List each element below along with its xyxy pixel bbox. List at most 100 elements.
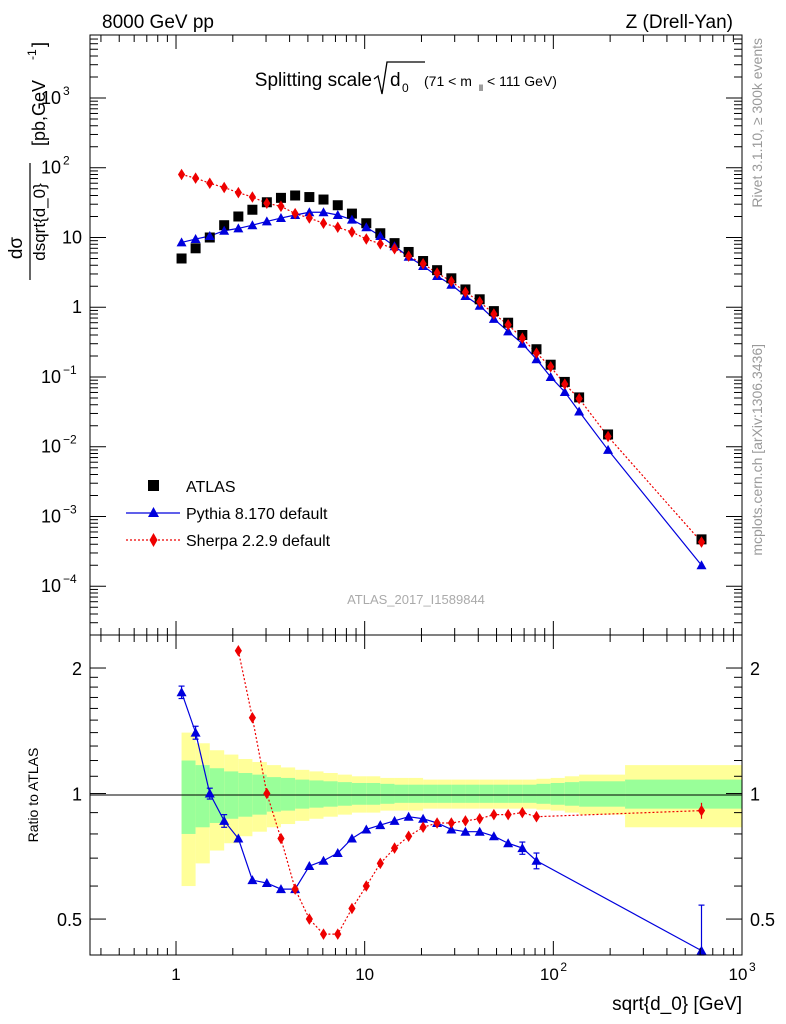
ratio-sherpa-point <box>348 902 356 915</box>
band-inner-segment <box>209 768 225 823</box>
main-sherpa-point <box>277 200 285 213</box>
ratio-pythia-point <box>261 878 272 888</box>
ratio-sherpa-point <box>263 787 271 800</box>
title-range-open: (71 < m <box>424 73 472 89</box>
band-inner-segment <box>465 784 480 803</box>
main-y-tick-label: 10 <box>41 367 61 387</box>
band-inner-segment <box>366 782 381 805</box>
ratio-y-tick-label-left: 2 <box>72 659 82 679</box>
band-inner-segment <box>380 783 395 804</box>
ratio-sherpa-point <box>390 842 399 854</box>
ratio-pythia-point <box>233 833 244 843</box>
main-pythia-point <box>574 406 585 416</box>
main-pythia-point <box>332 210 343 220</box>
main-atlas-point <box>247 204 258 215</box>
band-inner-segment <box>579 781 626 807</box>
ratio-sherpa-point <box>490 808 498 821</box>
legend-label-pythia: Pythia 8.170 default <box>186 506 328 523</box>
main-atlas-point <box>233 211 244 222</box>
main-sherpa-point <box>697 536 706 548</box>
x-tick-label: 10 <box>540 965 559 984</box>
main-y-tick-label: 10 <box>41 88 61 108</box>
main-sherpa-point <box>518 332 526 344</box>
main-sherpa-point <box>476 295 484 308</box>
main-atlas-point <box>290 190 301 201</box>
ratio-y-tick-label-left: 0.5 <box>57 910 82 930</box>
process-label: Z (Drell-Yan) <box>626 12 733 33</box>
ratio-sherpa-point <box>277 832 285 845</box>
main-atlas-point <box>190 243 201 254</box>
band-inner-segment <box>564 782 580 806</box>
analysis-watermark: ATLAS_2017_I1589844 <box>347 592 485 607</box>
ratio-pythia-point <box>418 813 429 823</box>
ratio-pythia-point <box>275 884 286 894</box>
main-sherpa-point <box>390 242 399 255</box>
main-sherpa-point <box>575 392 583 405</box>
band-inner-segment <box>266 777 281 812</box>
ratio-sherpa-point <box>461 815 470 827</box>
ratio-sherpa-point <box>532 810 541 823</box>
ratio-pythia-point <box>503 838 514 848</box>
ratio-y-axis-label: Ratio to ATLAS <box>25 748 41 843</box>
main-y-tick-label: 1 <box>72 297 82 317</box>
ratio-y-tick-label-right: 1 <box>750 785 760 805</box>
sqrt-sign <box>373 61 425 95</box>
main-sherpa-point <box>220 181 228 194</box>
main-y-tick-label-exponent: −3 <box>63 502 77 516</box>
main-sherpa-point <box>291 207 299 220</box>
ratio-panel-ticks: 1 10 10 2 10 32 21 10.5 0.5 <box>57 635 775 984</box>
ratio-pythia-point <box>318 855 329 865</box>
ratio-pythia-point <box>346 833 357 843</box>
band-inner-segment <box>408 784 424 803</box>
ratio-sherpa-point <box>305 913 313 925</box>
main-atlas-point <box>346 208 357 219</box>
main-y-tick-label-exponent: 3 <box>63 84 70 98</box>
ratio-pythia-point <box>332 848 343 858</box>
main-sherpa-point <box>177 168 186 181</box>
main-y-tick-label-exponent: −2 <box>63 433 77 447</box>
main-sherpa-point <box>362 233 370 245</box>
band-inner-segment <box>394 784 409 803</box>
main-sherpa-point <box>206 177 214 189</box>
ratio-pythia-point <box>190 727 201 737</box>
ratio-sherpa-point <box>419 821 427 834</box>
band-inner-segment <box>181 760 196 834</box>
band-inner-segment <box>323 781 338 807</box>
main-pythia-point <box>261 216 272 226</box>
band-inner-segment <box>508 784 523 803</box>
main-sherpa-point <box>433 267 441 279</box>
main-y-tick-label-exponent: −4 <box>63 572 77 586</box>
main-sherpa-point <box>604 430 612 443</box>
x-tick-label: 10 <box>729 965 748 984</box>
main-pythia-point <box>361 222 372 232</box>
ratio-pythia-point <box>403 811 414 821</box>
main-atlas-point <box>332 200 343 211</box>
band-inner-segment <box>493 784 509 803</box>
x-tick-label-exponent: 3 <box>749 960 756 974</box>
ratio-pythia-point <box>696 945 707 955</box>
ylabel-numerator: dσ <box>6 237 27 260</box>
main-sherpa-point <box>334 221 342 234</box>
main-sherpa-point <box>376 238 384 250</box>
band-inner-segment <box>423 784 438 803</box>
title-symbol-sub: 0 <box>402 81 409 95</box>
ratio-y-tick-label-right: 0.5 <box>750 910 775 930</box>
ratio-sherpa-point <box>504 808 512 821</box>
ratio-sherpa-point <box>405 830 413 842</box>
main-pythia-point <box>375 231 386 241</box>
band-inner-segment <box>451 784 466 803</box>
main-pythia-point <box>275 213 286 223</box>
legend-marker-pythia <box>148 507 159 517</box>
ratio-sherpa-point <box>362 880 370 892</box>
main-atlas-point <box>219 220 230 231</box>
x-tick-label-exponent: 2 <box>560 960 567 974</box>
main-pythia-point <box>503 326 514 336</box>
main-pythia-point <box>304 207 315 217</box>
ratio-sherpa-point <box>433 817 441 829</box>
ratio-y-tick-label-left: 1 <box>72 785 82 805</box>
ratio-pythia-point <box>247 875 258 885</box>
ratio-sherpa-point <box>234 644 242 657</box>
ratio-pythia-point <box>219 815 230 825</box>
